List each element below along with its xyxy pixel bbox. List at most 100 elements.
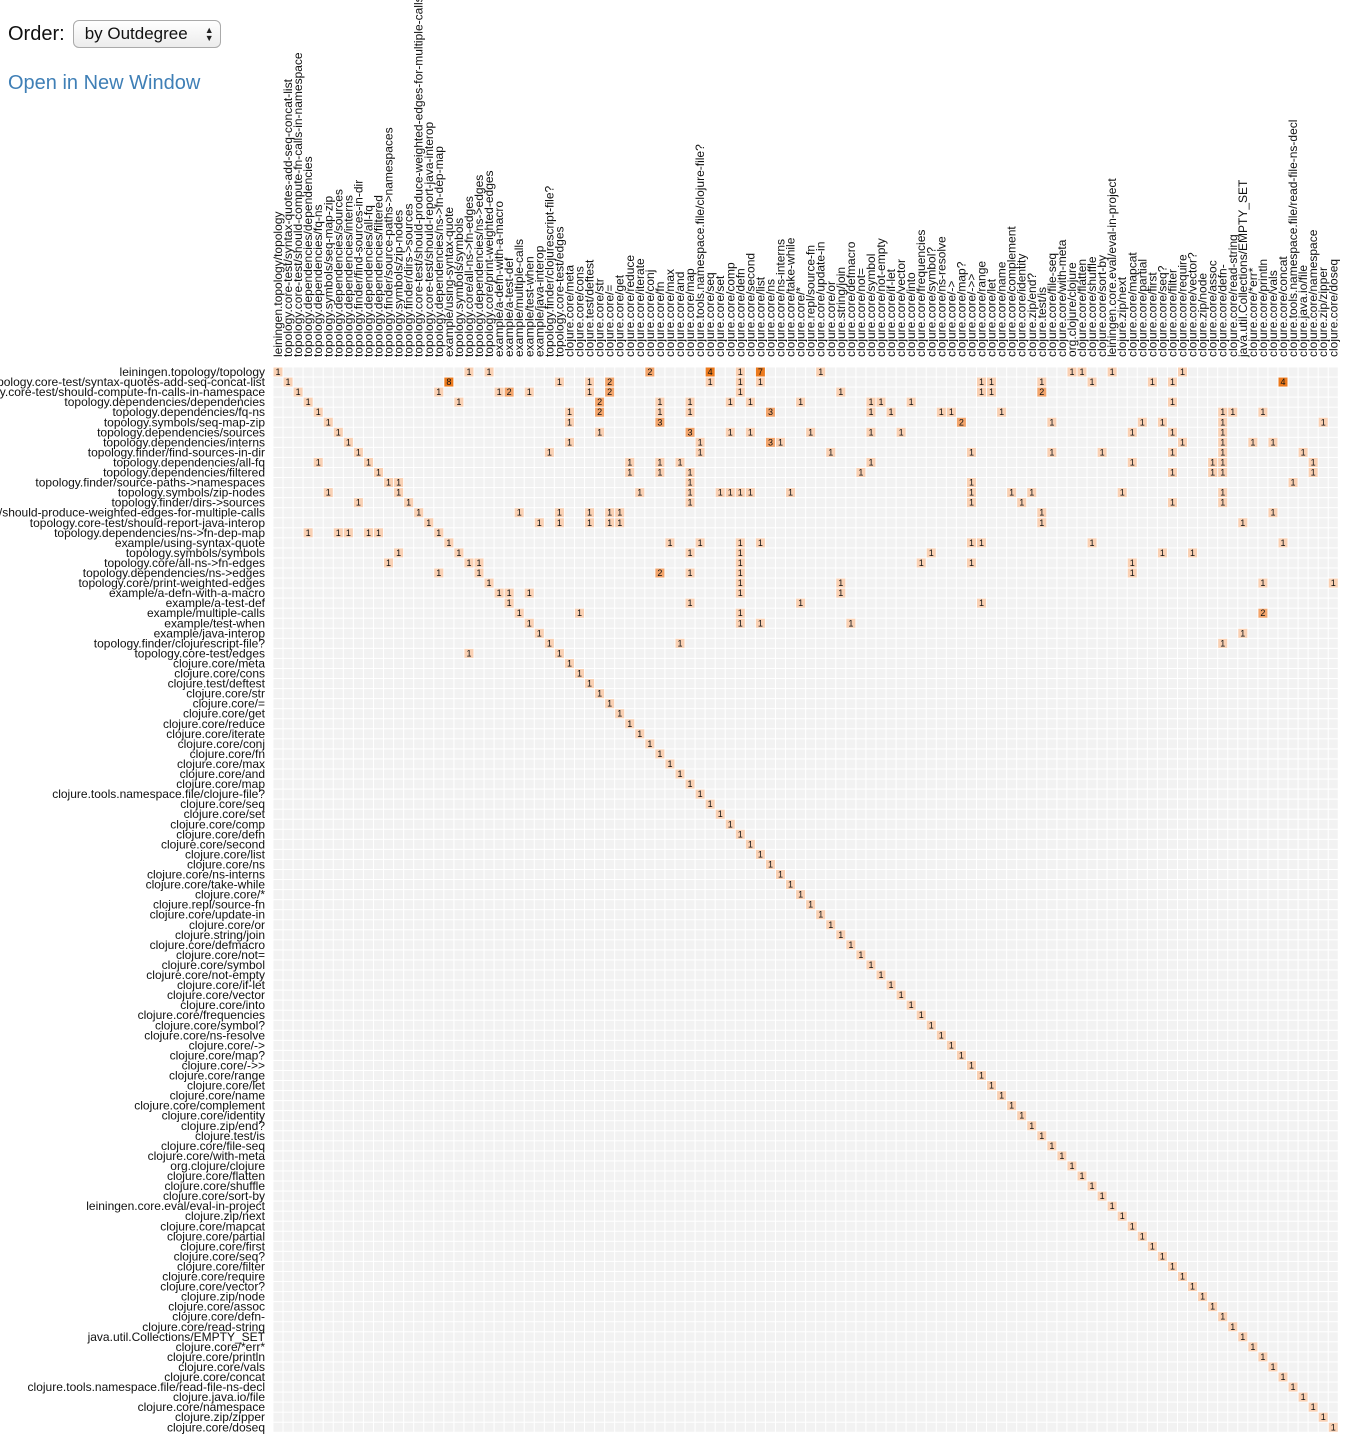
matrix-empty-cell xyxy=(836,568,846,578)
matrix-empty-cell xyxy=(414,377,424,387)
matrix-empty-cell xyxy=(876,488,886,498)
matrix-empty-cell xyxy=(313,839,323,849)
matrix-empty-cell xyxy=(886,779,896,789)
matrix-empty-cell xyxy=(595,568,605,578)
matrix-empty-cell xyxy=(675,387,685,397)
matrix-empty-cell xyxy=(866,749,876,759)
matrix-empty-cell xyxy=(313,648,323,658)
matrix-empty-cell xyxy=(866,558,876,568)
matrix-empty-cell xyxy=(987,638,997,648)
matrix-empty-cell xyxy=(635,669,645,678)
matrix-empty-cell xyxy=(655,679,665,689)
matrix-empty-cell xyxy=(856,498,866,508)
matrix-empty-cell xyxy=(1077,618,1087,628)
matrix-empty-cell xyxy=(625,588,635,598)
matrix-empty-cell xyxy=(685,457,695,467)
matrix-empty-cell xyxy=(1077,648,1087,658)
matrix-empty-cell xyxy=(595,608,605,618)
matrix-empty-cell xyxy=(765,478,775,488)
matrix-empty-cell xyxy=(896,407,906,417)
matrix-empty-cell xyxy=(544,759,554,769)
matrix-empty-cell xyxy=(745,508,755,518)
matrix-empty-cell xyxy=(1288,759,1298,769)
matrix-empty-cell xyxy=(816,498,826,508)
matrix-empty-cell xyxy=(1157,488,1167,498)
matrix-empty-cell xyxy=(313,789,323,799)
matrix-empty-cell xyxy=(836,689,846,699)
matrix-empty-cell xyxy=(353,779,363,789)
matrix-empty-cell xyxy=(1308,548,1318,558)
matrix-empty-cell xyxy=(564,387,574,397)
matrix-empty-cell xyxy=(1047,759,1057,769)
matrix-empty-cell xyxy=(1007,669,1017,678)
matrix-empty-cell xyxy=(374,538,383,548)
matrix-empty-cell xyxy=(665,739,675,749)
matrix-empty-cell xyxy=(816,669,826,678)
matrix-empty-cell xyxy=(404,809,414,819)
matrix-empty-cell xyxy=(695,658,705,668)
matrix-empty-cell xyxy=(1157,367,1167,377)
matrix-empty-cell xyxy=(896,729,906,739)
matrix-empty-cell xyxy=(695,749,705,759)
matrix-empty-cell xyxy=(635,819,645,829)
matrix-empty-cell xyxy=(806,588,816,598)
matrix-empty-cell xyxy=(685,367,695,377)
matrix-empty-cell xyxy=(1027,829,1037,839)
matrix-empty-cell xyxy=(524,709,534,719)
matrix-empty-cell xyxy=(856,367,866,377)
matrix-empty-cell xyxy=(283,578,293,588)
matrix-empty-cell xyxy=(1318,508,1328,518)
matrix-empty-cell xyxy=(374,568,383,578)
matrix-empty-cell xyxy=(605,447,615,457)
matrix-empty-cell xyxy=(997,628,1007,638)
matrix-empty-cell xyxy=(1198,618,1208,628)
matrix-empty-cell xyxy=(1007,809,1017,819)
matrix-empty-cell xyxy=(534,457,544,467)
matrix-empty-cell xyxy=(655,608,665,618)
matrix-empty-cell xyxy=(1137,518,1147,528)
matrix-empty-cell xyxy=(977,447,986,457)
matrix-empty-cell xyxy=(333,618,343,628)
matrix-empty-cell xyxy=(1137,709,1147,719)
matrix-empty-cell xyxy=(655,739,665,749)
matrix-empty-cell xyxy=(856,578,866,588)
matrix-empty-cell xyxy=(384,829,394,839)
open-in-new-window-link[interactable]: Open in New Window xyxy=(8,72,201,94)
matrix-empty-cell xyxy=(1117,739,1127,749)
matrix-empty-cell xyxy=(323,407,333,417)
matrix-empty-cell xyxy=(1117,387,1127,397)
matrix-empty-cell xyxy=(997,669,1007,678)
matrix-empty-cell xyxy=(303,578,313,588)
matrix-empty-cell xyxy=(1157,729,1167,739)
matrix-empty-cell xyxy=(1268,598,1278,608)
matrix-empty-cell xyxy=(363,538,373,548)
matrix-empty-cell xyxy=(1047,638,1057,648)
matrix-empty-cell xyxy=(1188,397,1198,407)
matrix-empty-cell xyxy=(1238,679,1248,689)
matrix-empty-cell xyxy=(645,618,655,628)
matrix-empty-cell xyxy=(414,518,424,528)
matrix-empty-cell xyxy=(876,548,886,558)
matrix-empty-cell xyxy=(514,407,524,417)
matrix-empty-cell xyxy=(655,367,665,377)
matrix-empty-cell xyxy=(1117,729,1127,739)
matrix-empty-cell xyxy=(1268,468,1278,477)
matrix-empty-cell xyxy=(966,769,976,779)
matrix-empty-cell xyxy=(1298,518,1308,528)
order-select[interactable]: by Outdegree ▲ ▼ xyxy=(72,20,221,48)
matrix-empty-cell xyxy=(1178,628,1187,638)
matrix-empty-cell xyxy=(575,679,584,689)
matrix-empty-cell xyxy=(886,739,896,749)
matrix-empty-cell xyxy=(554,427,564,437)
matrix-empty-cell xyxy=(977,588,986,598)
matrix-empty-cell xyxy=(1167,457,1177,467)
matrix-empty-cell xyxy=(876,598,886,608)
matrix-empty-cell xyxy=(1047,669,1057,678)
matrix-empty-cell xyxy=(625,377,635,387)
matrix-empty-cell xyxy=(856,447,866,457)
matrix-empty-cell xyxy=(1167,799,1177,809)
matrix-empty-cell xyxy=(765,508,775,518)
matrix-empty-cell xyxy=(1037,568,1047,578)
matrix-empty-cell xyxy=(534,377,544,387)
matrix-empty-cell xyxy=(1208,588,1218,598)
